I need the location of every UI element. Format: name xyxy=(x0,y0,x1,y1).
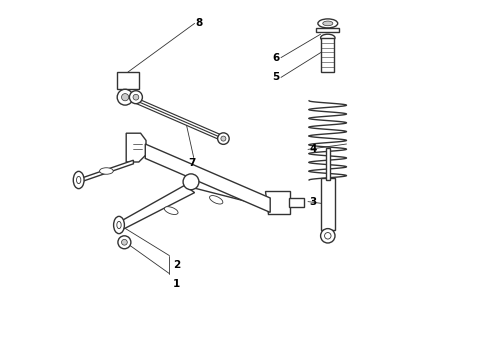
Circle shape xyxy=(117,89,133,105)
Bar xyxy=(117,72,139,89)
Polygon shape xyxy=(187,177,269,207)
Circle shape xyxy=(221,136,226,141)
Ellipse shape xyxy=(323,21,333,26)
Circle shape xyxy=(320,229,335,243)
Bar xyxy=(289,198,304,207)
Text: 2: 2 xyxy=(173,260,180,270)
Bar xyxy=(320,178,335,230)
Text: 4: 4 xyxy=(309,144,317,154)
Text: 3: 3 xyxy=(309,197,317,207)
Text: 8: 8 xyxy=(196,18,203,28)
Ellipse shape xyxy=(114,216,124,234)
Text: 7: 7 xyxy=(188,158,196,168)
Polygon shape xyxy=(117,185,195,229)
Text: 5: 5 xyxy=(272,72,279,82)
Circle shape xyxy=(218,133,229,144)
Text: 6: 6 xyxy=(272,53,279,63)
Ellipse shape xyxy=(76,176,81,184)
Bar xyxy=(316,28,339,32)
Bar xyxy=(326,148,330,180)
Polygon shape xyxy=(145,144,270,212)
Ellipse shape xyxy=(320,34,335,41)
Circle shape xyxy=(122,94,129,101)
Ellipse shape xyxy=(210,195,223,204)
Polygon shape xyxy=(265,191,290,214)
Bar xyxy=(321,38,334,72)
Circle shape xyxy=(122,239,127,245)
Circle shape xyxy=(129,91,143,104)
Ellipse shape xyxy=(164,207,178,215)
Ellipse shape xyxy=(99,168,113,174)
Ellipse shape xyxy=(117,221,121,229)
Circle shape xyxy=(324,233,331,239)
Circle shape xyxy=(133,94,139,100)
Circle shape xyxy=(183,174,199,190)
Text: 1: 1 xyxy=(173,279,180,289)
Polygon shape xyxy=(126,133,146,162)
Circle shape xyxy=(118,236,131,249)
Ellipse shape xyxy=(74,171,84,189)
Ellipse shape xyxy=(318,19,338,28)
Polygon shape xyxy=(81,160,133,182)
